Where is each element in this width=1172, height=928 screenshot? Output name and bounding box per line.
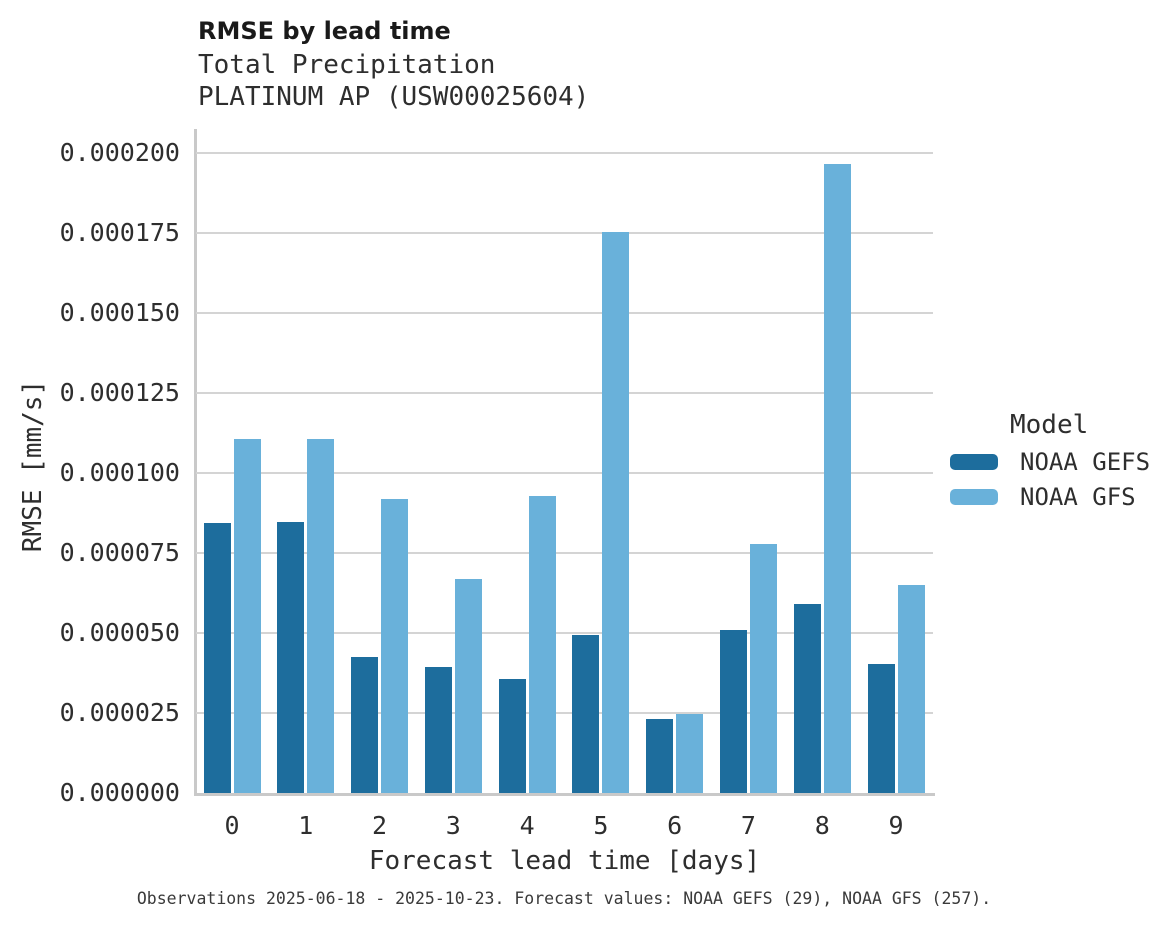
x-tick-label: 2 [372, 811, 388, 840]
y-tick-label: 0.000100 [59, 458, 180, 487]
y-tick-label: 0.000075 [59, 538, 180, 567]
x-tick-label: 0 [224, 811, 240, 840]
x-tick-label: 8 [814, 811, 830, 840]
y-tick-label: 0.000175 [59, 218, 180, 247]
y-tick-label: 0.000025 [59, 698, 180, 727]
bar-noaa-gefs-lead-0 [203, 522, 231, 793]
bar-noaa-gfs-lead-8 [823, 163, 851, 793]
legend-swatch-noaa-gefs [950, 454, 998, 470]
gridline [196, 632, 933, 634]
y-tick-label: 0.000150 [59, 298, 180, 327]
plot-area [196, 129, 933, 793]
gridline [196, 232, 933, 234]
chart-station-label: PLATINUM AP (USW00025604) [198, 82, 590, 112]
bar-noaa-gefs-lead-9 [867, 663, 895, 793]
y-tick-label: 0.000000 [59, 778, 180, 807]
x-tick-label: 5 [593, 811, 609, 840]
y-axis-spine [194, 129, 197, 793]
gridline [196, 472, 933, 474]
legend-title: Model [1010, 410, 1089, 440]
bar-noaa-gefs-lead-8 [793, 604, 821, 793]
gridline [196, 712, 933, 714]
bar-noaa-gefs-lead-1 [277, 521, 305, 793]
x-axis-title: Forecast lead time [days] [368, 846, 761, 876]
chart-subtitle: Total Precipitation [198, 50, 496, 80]
x-tick-label: 4 [519, 811, 535, 840]
bar-noaa-gefs-lead-6 [646, 719, 674, 793]
bar-noaa-gefs-lead-7 [719, 630, 747, 793]
bar-noaa-gfs-lead-3 [454, 579, 482, 793]
bar-noaa-gfs-lead-6 [676, 713, 704, 793]
x-axis-spine [194, 793, 935, 796]
bar-noaa-gfs-lead-7 [749, 544, 777, 793]
gridline [196, 152, 933, 154]
gridline [196, 392, 933, 394]
bar-noaa-gfs-lead-0 [233, 439, 261, 793]
legend-label-noaa-gfs: NOAA GFS [1020, 483, 1136, 511]
gridline [196, 552, 933, 554]
bar-noaa-gefs-lead-5 [572, 634, 600, 793]
legend-label-noaa-gefs: NOAA GEFS [1020, 448, 1151, 476]
bar-noaa-gefs-lead-3 [424, 666, 452, 793]
chart-title: RMSE by lead time [198, 17, 451, 45]
bar-noaa-gfs-lead-9 [897, 585, 925, 793]
bar-noaa-gfs-lead-5 [602, 232, 630, 793]
caption-observations: Observations 2025-06-18 - 2025-10-23. Fo… [136, 889, 992, 908]
x-tick-label: 6 [667, 811, 683, 840]
x-tick-label: 9 [888, 811, 904, 840]
y-tick-label: 0.000125 [59, 378, 180, 407]
bar-noaa-gefs-lead-2 [351, 657, 379, 793]
gridline [196, 312, 933, 314]
x-tick-label: 3 [445, 811, 461, 840]
legend-swatch-noaa-gfs [950, 489, 998, 505]
bar-noaa-gfs-lead-4 [528, 496, 556, 793]
bar-noaa-gfs-lead-2 [381, 499, 409, 793]
bar-noaa-gfs-lead-1 [307, 439, 335, 793]
y-tick-label: 0.000200 [59, 138, 180, 167]
x-tick-label: 1 [298, 811, 314, 840]
y-tick-label: 0.000050 [59, 618, 180, 647]
bar-noaa-gefs-lead-4 [498, 679, 526, 793]
x-tick-label: 7 [740, 811, 756, 840]
